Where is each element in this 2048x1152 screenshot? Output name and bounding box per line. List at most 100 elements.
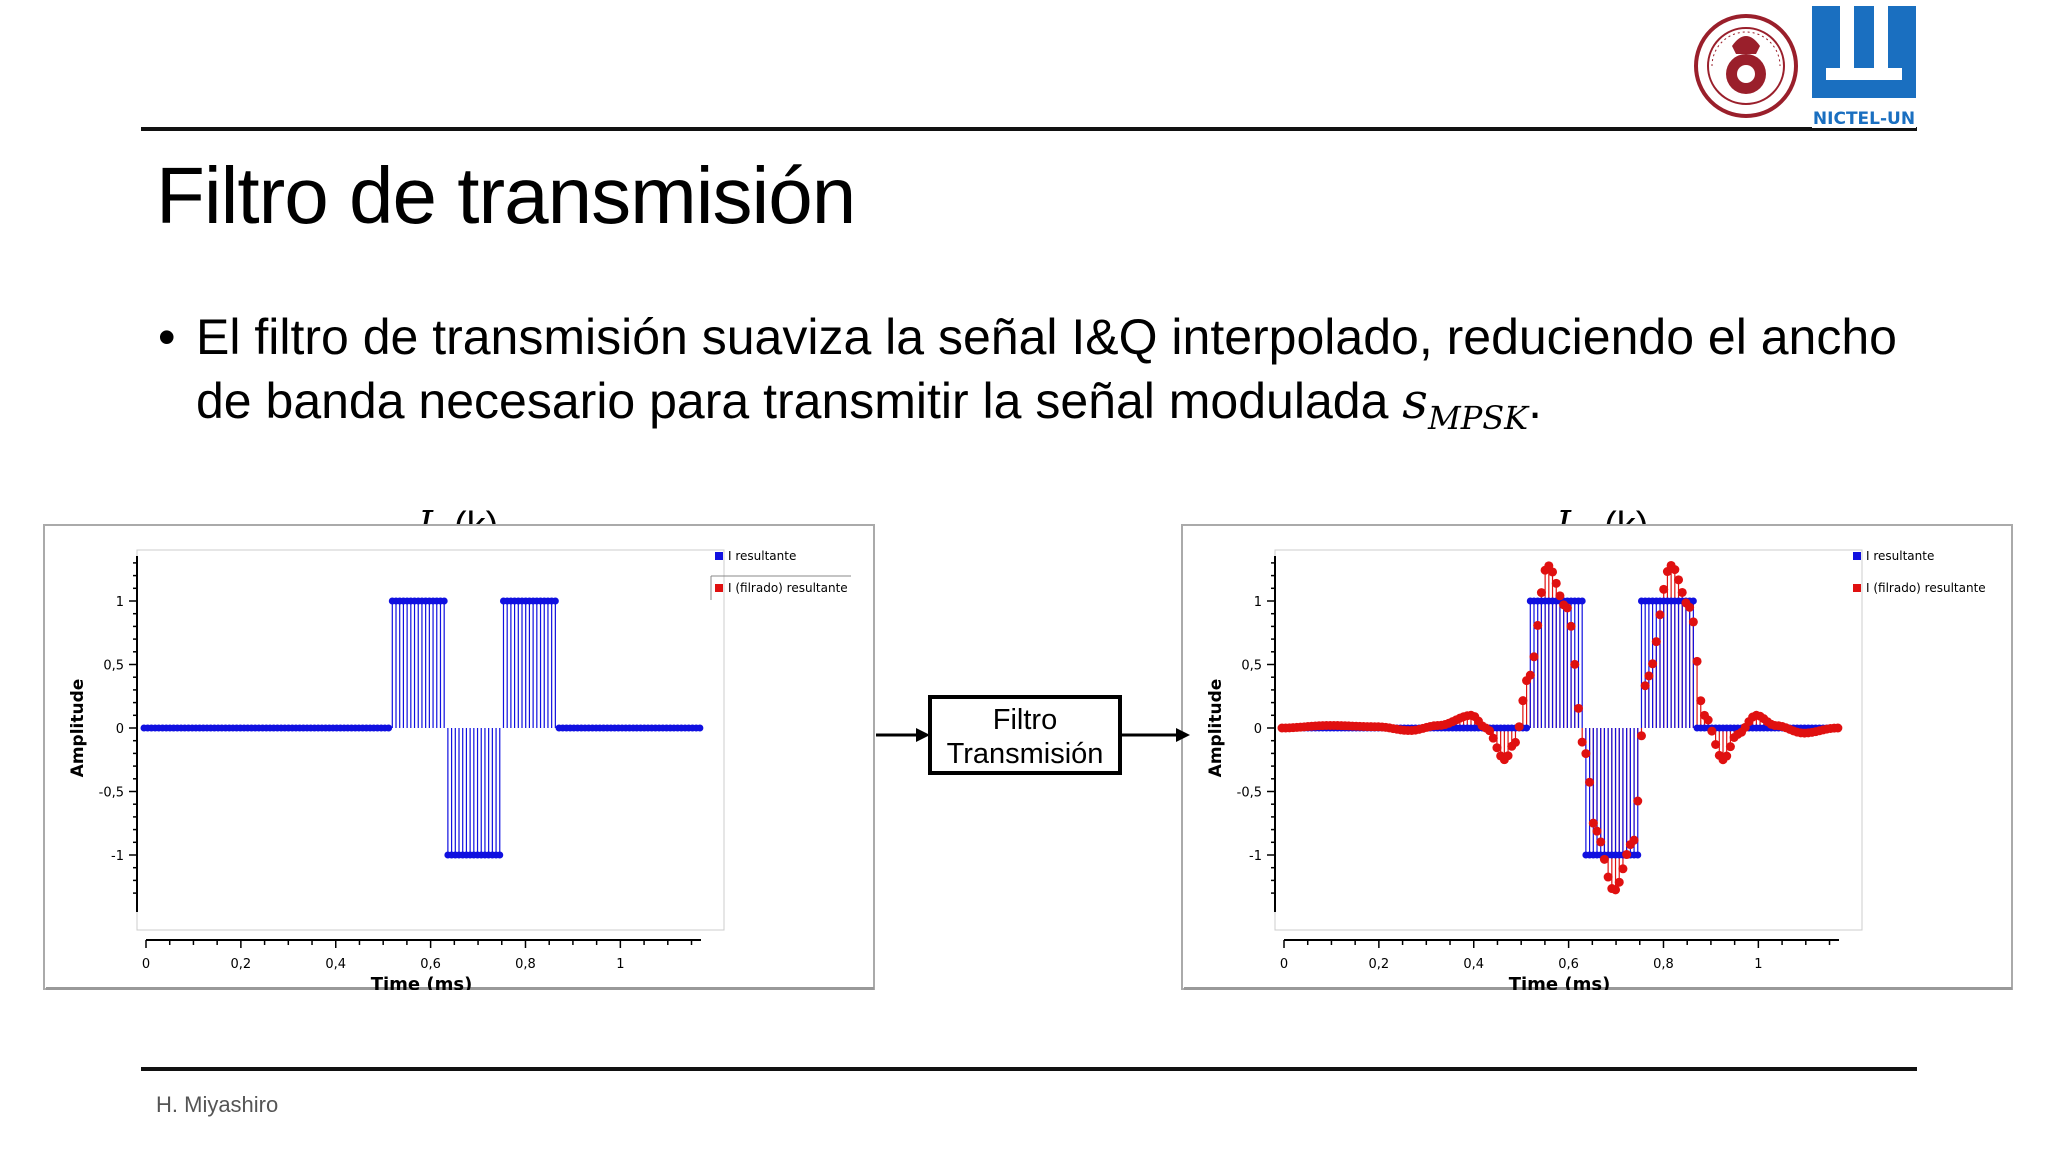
red-point [1659, 584, 1669, 594]
header-rule [141, 127, 1917, 131]
blue-point [385, 724, 393, 732]
math-subscript: MPSK [1427, 399, 1529, 437]
blue-point [1523, 724, 1531, 732]
legend-entry: I (filrado) resultante [728, 581, 848, 595]
x-tick-label: 0,6 [1558, 957, 1579, 972]
red-point [1633, 796, 1643, 806]
red-point [1611, 885, 1621, 895]
chart-in: 1 0,5 0 -0,5 -1 0 0,2 0,4 0,6 0,8 1 Time (ms) Amplit… [43, 524, 875, 990]
red-point [1614, 877, 1624, 887]
chart-frame-shadow [1184, 987, 2012, 990]
red-point [1692, 656, 1702, 666]
red-point [1533, 620, 1543, 630]
x-tick-label: 0,2 [231, 957, 252, 972]
red-point [1585, 777, 1595, 787]
red-point [1622, 850, 1632, 860]
filter-label-2: Transmisión [946, 738, 1104, 770]
legend-entry: I (filrado) resultante [1866, 581, 1986, 595]
x-tick-label: 0 [1280, 957, 1288, 972]
red-point [1636, 731, 1646, 741]
data-layer [140, 597, 704, 859]
red-point [1581, 749, 1591, 759]
plot-area [136, 549, 725, 931]
red-point [1618, 864, 1628, 874]
red-point [1725, 742, 1735, 752]
red-point [1555, 591, 1565, 601]
y-tick-label: 0,5 [1241, 659, 1262, 674]
red-point [1503, 751, 1513, 761]
red-point [1573, 703, 1583, 713]
red-point [1599, 854, 1609, 864]
x-tick-label: 0,6 [420, 957, 441, 972]
plot-area [1274, 549, 1863, 931]
red-point [1696, 696, 1706, 706]
legend-entry: I resultante [728, 549, 796, 563]
x-axis-label: Time (ms) [1509, 974, 1611, 990]
y-tick-label: 0,5 [103, 659, 124, 674]
bullet-text: El filtro de transmisión suaviza la seña… [196, 305, 1936, 450]
red-point [1570, 659, 1580, 669]
red-point [1510, 737, 1520, 747]
red-point [1644, 671, 1654, 681]
filter-label-1: Filtro [992, 704, 1058, 736]
inictel-uni-logo: INICTEL-UNI [1812, 6, 1916, 128]
legend-swatch-red [1853, 584, 1861, 592]
arrow-in [876, 728, 930, 742]
blue-point [1634, 851, 1642, 859]
red-point [1711, 739, 1721, 749]
red-point [1674, 575, 1684, 585]
footer-rule [141, 1067, 1917, 1071]
x-tick-label: 0 [142, 957, 150, 972]
blue-point [1578, 597, 1586, 605]
filter-block: Filtro Transmisión [928, 695, 1122, 775]
red-point [1677, 587, 1687, 597]
y-axis-label: Amplitude [68, 679, 88, 778]
red-point [1551, 578, 1561, 588]
red-point [1685, 602, 1695, 612]
red-point [1648, 659, 1658, 669]
y-tick-label: -0,5 [99, 786, 124, 801]
red-point [1588, 818, 1598, 828]
red-point [1596, 837, 1606, 847]
y-tick-label: 1 [116, 595, 124, 610]
red-point [1592, 826, 1602, 836]
bullet-body: El filtro de transmisión suaviza la seña… [196, 309, 1897, 429]
chart-frame-shadow [46, 987, 874, 990]
bullet-dot-icon: • [158, 309, 176, 365]
red-point [1548, 567, 1558, 577]
x-tick-label: 0,8 [515, 957, 536, 972]
math-symbol: s [1402, 372, 1428, 430]
legend-entry: I resultante [1866, 549, 1934, 563]
x-tick-label: 1 [1754, 957, 1762, 972]
red-point [1492, 743, 1502, 753]
red-point [1514, 722, 1524, 732]
red-point [1688, 617, 1698, 627]
red-point [1707, 726, 1717, 736]
inictel-logo-text: INICTEL-UNI [1812, 109, 1916, 128]
red-point [1562, 603, 1572, 613]
x-tick-label: 0,4 [325, 957, 346, 972]
red-point [1566, 621, 1576, 631]
red-point [1670, 565, 1680, 575]
y-tick-label: -0,5 [1237, 786, 1262, 801]
blue-point [696, 724, 704, 732]
blue-point [440, 597, 448, 605]
red-point [1722, 751, 1732, 761]
y-tick-label: -1 [111, 849, 124, 864]
red-point [1577, 737, 1587, 747]
y-tick-label: -1 [1249, 849, 1262, 864]
x-tick-label: 1 [616, 957, 624, 972]
blue-point [1689, 597, 1697, 605]
red-point [1651, 637, 1661, 647]
y-tick-label: 0 [1254, 722, 1262, 737]
red-point [1529, 652, 1539, 662]
red-point [1603, 872, 1613, 882]
x-tick-label: 0,4 [1463, 957, 1484, 972]
arrow-out [1122, 728, 1190, 742]
red-point [1833, 723, 1843, 733]
x-tick-label: 0,2 [1369, 957, 1390, 972]
chart-tx: 1 0,5 0 -0,5 -1 0 0,2 0,4 0,6 0,8 1 Time (ms) Amplit… [1181, 524, 2013, 990]
legend-swatch-blue [715, 552, 723, 560]
y-tick-label: 1 [1254, 595, 1262, 610]
x-axis-label: Time (ms) [371, 974, 473, 990]
